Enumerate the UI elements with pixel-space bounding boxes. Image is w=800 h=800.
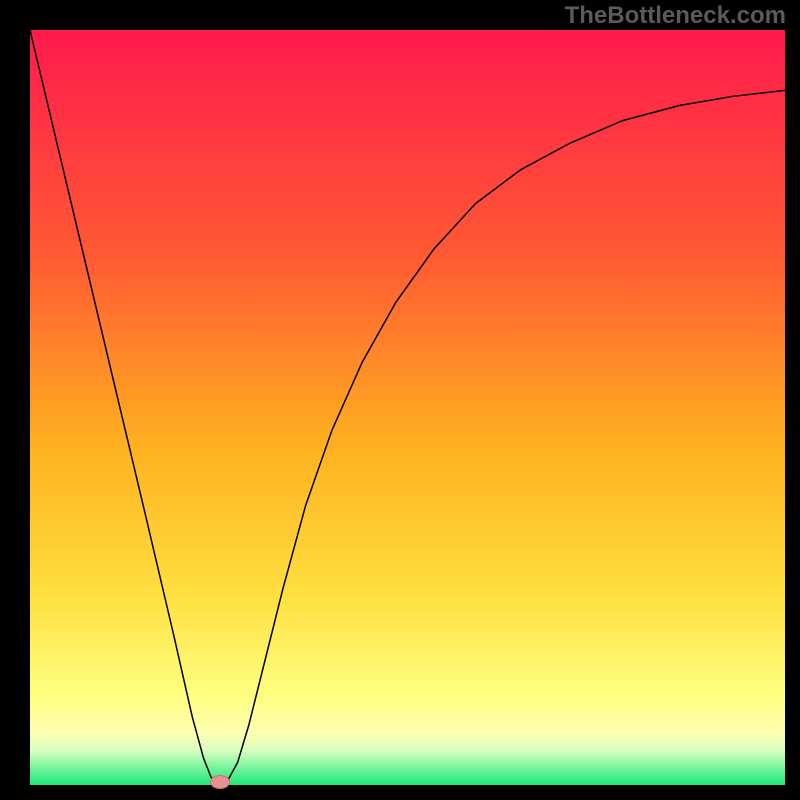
chart-plot-area — [30, 30, 785, 785]
watermark-text: TheBottleneck.com — [565, 2, 786, 30]
optimum-marker — [210, 775, 230, 789]
